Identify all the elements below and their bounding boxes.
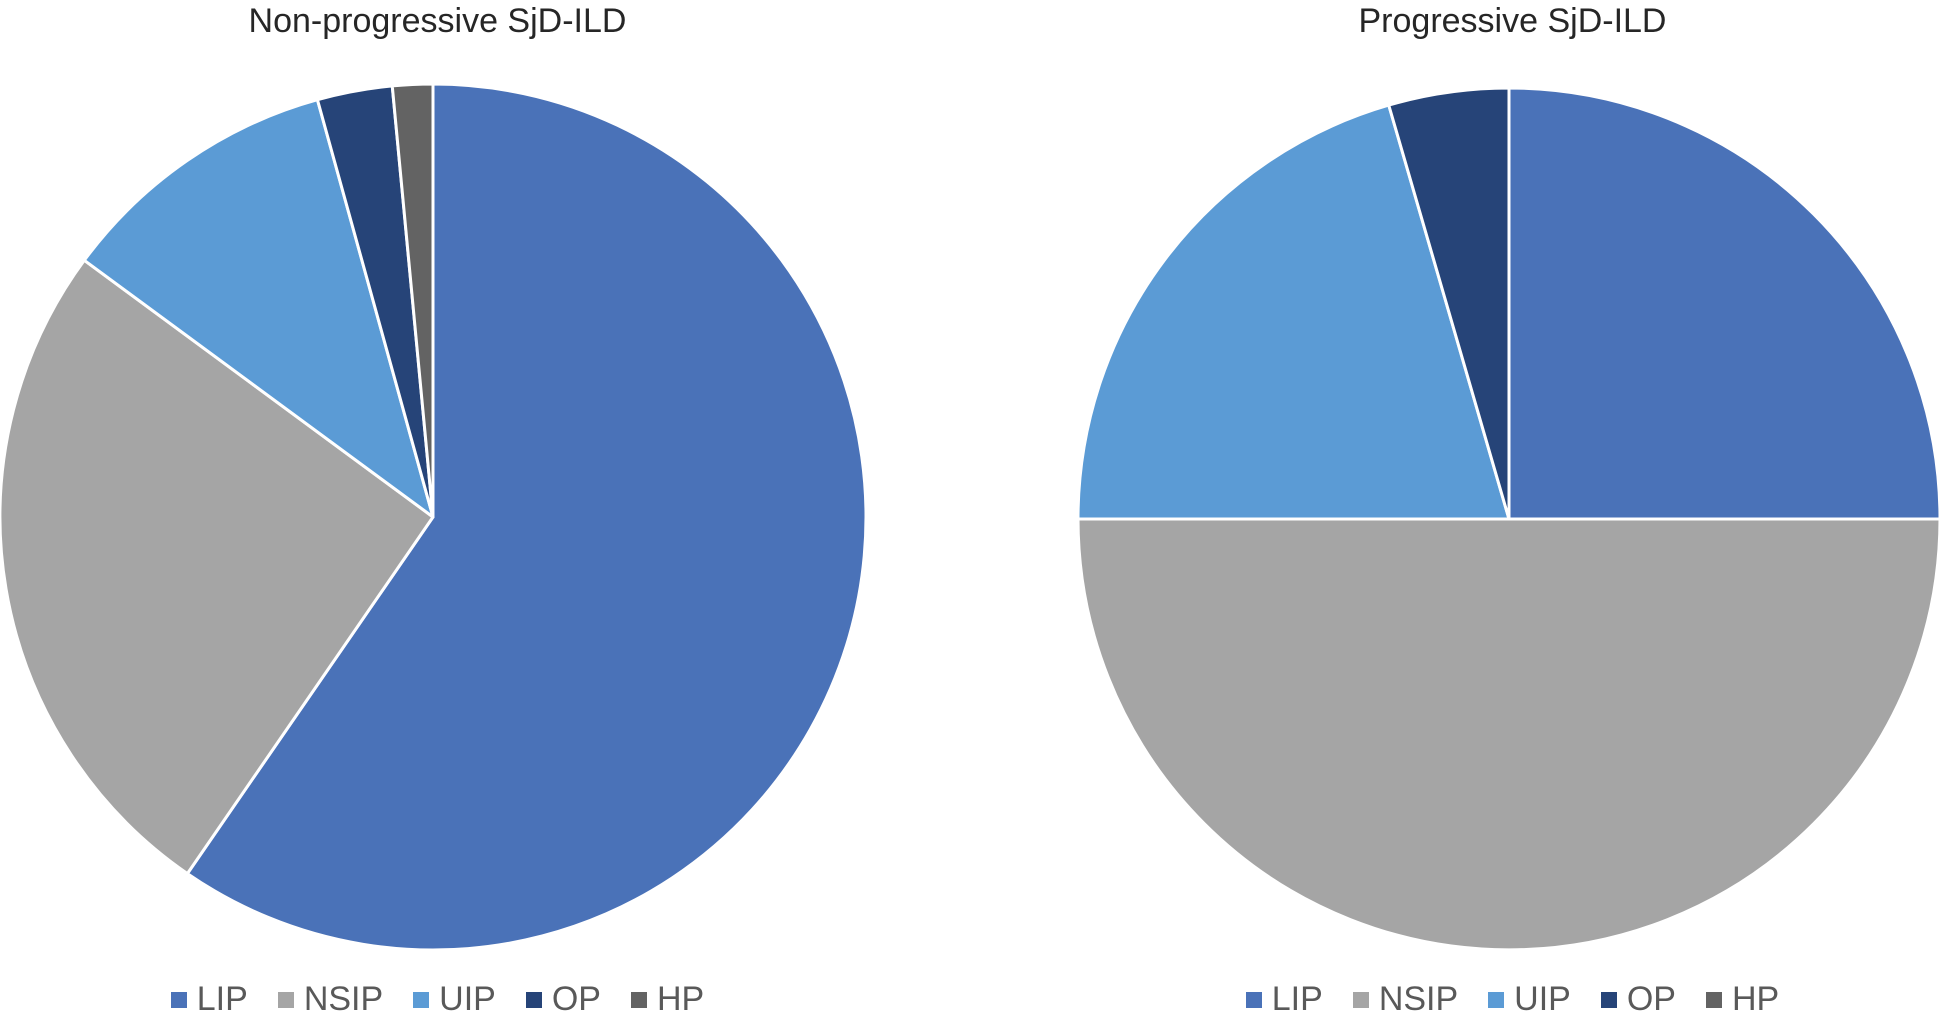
legend-item-lip: LIP xyxy=(1245,980,1323,1019)
legend-label: OP xyxy=(551,980,601,1018)
legend-label: HP xyxy=(1731,980,1780,1018)
legend-swatch xyxy=(1600,991,1617,1008)
legend-swatch xyxy=(1245,991,1262,1008)
legend-swatch xyxy=(525,991,542,1008)
pie-slice-lip xyxy=(185,82,868,952)
legend-swatch xyxy=(1352,991,1369,1008)
pie-slice-uip xyxy=(1076,103,1511,521)
legend-label: HP xyxy=(656,980,705,1018)
legend-swatch xyxy=(277,991,294,1008)
pie-slice-nsip xyxy=(0,258,435,876)
pie-slice-nsip xyxy=(1076,517,1942,952)
pie-plot-area xyxy=(0,82,868,952)
pie-chart-non-progressive: Non-progressive SjD-ILD LIP NSIP UIP OP HP xyxy=(0,0,875,1031)
legend-swatch xyxy=(413,991,430,1008)
legend-item-hp: HP xyxy=(1705,980,1780,1019)
legend-swatch xyxy=(1488,991,1505,1008)
legend-item-nsip: NSIP xyxy=(277,980,384,1019)
legend-item-uip: UIP xyxy=(413,980,496,1019)
legend-label: NSIP xyxy=(303,980,384,1018)
chart-title: Progressive SjD-ILD xyxy=(1358,2,1667,40)
legend-label: LIP xyxy=(196,980,248,1018)
legend-item-op: OP xyxy=(1600,980,1676,1019)
legend-item-lip: LIP xyxy=(170,980,248,1019)
legend-label: NSIP xyxy=(1378,980,1459,1018)
pie-plot-area xyxy=(1076,86,1942,952)
legend-label: OP xyxy=(1626,980,1676,1018)
pie-chart-progressive: Progressive SjD-ILD LIP NSIP UIP OP HP xyxy=(1075,0,1950,1031)
pie-slice-hp xyxy=(390,82,435,519)
legend-item-uip: UIP xyxy=(1488,980,1571,1019)
chart-legend: LIP NSIP UIP OP HP xyxy=(0,980,875,1019)
legend-swatch xyxy=(170,991,187,1008)
legend-swatch xyxy=(1705,991,1722,1008)
legend-item-nsip: NSIP xyxy=(1352,980,1459,1019)
legend-swatch xyxy=(630,991,647,1008)
legend-label: LIP xyxy=(1271,980,1323,1018)
legend-label: UIP xyxy=(1514,980,1571,1018)
pie-slice-op xyxy=(1387,86,1511,521)
chart-legend: LIP NSIP UIP OP HP xyxy=(1075,980,1950,1019)
legend-item-hp: HP xyxy=(630,980,705,1019)
legend-label: UIP xyxy=(439,980,496,1018)
legend-item-op: OP xyxy=(525,980,601,1019)
chart-title: Non-progressive SjD-ILD xyxy=(248,2,627,40)
pie-slice-lip xyxy=(1507,86,1942,521)
